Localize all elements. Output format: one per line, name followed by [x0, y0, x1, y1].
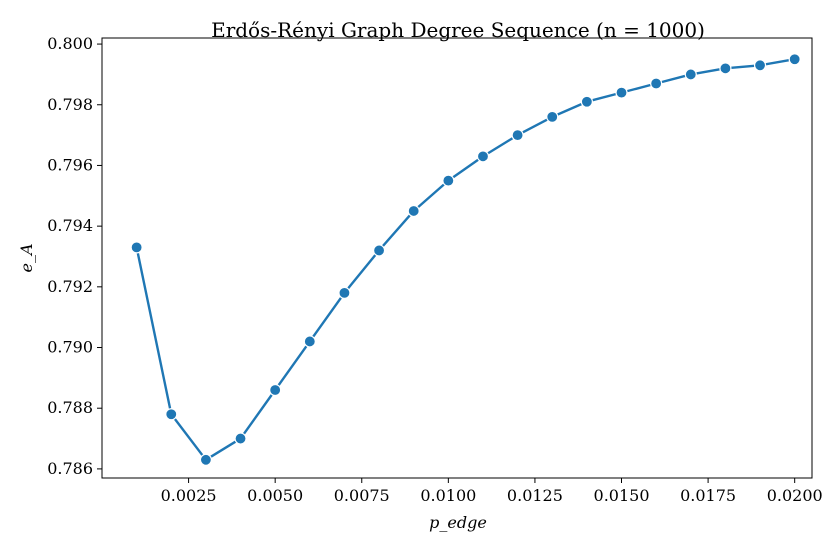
x-tick-label: 0.0100: [420, 486, 476, 505]
y-axis-label: e_A: [17, 243, 36, 272]
data-point: [338, 286, 351, 299]
data-point: [753, 59, 767, 72]
data-point: [407, 204, 420, 218]
x-axis: 0.0025 0.0050 0.0075 0.0100 0.0125 0.0150 0.01…: [161, 478, 823, 505]
data-point: [303, 335, 316, 348]
data-point: [130, 241, 143, 254]
data-point: [234, 432, 247, 445]
data-point: [199, 453, 213, 466]
y-tick-label: 0.798: [47, 95, 93, 114]
data-point: [511, 129, 524, 142]
data-point: [442, 174, 455, 187]
data-point: [650, 77, 663, 90]
x-tick-label: 0.0150: [594, 486, 650, 505]
x-tick-label: 0.0025: [161, 486, 217, 505]
data-point: [580, 95, 593, 108]
data-point: [546, 110, 559, 123]
data-point: [476, 150, 490, 163]
x-axis-label: p_edge: [429, 513, 487, 532]
x-tick-label: 0.0075: [334, 486, 390, 505]
data-point: [788, 53, 801, 66]
x-tick-label: 0.0175: [680, 486, 736, 505]
y-tick-label: 0.796: [47, 155, 93, 174]
x-tick-label: 0.0050: [247, 486, 303, 505]
x-tick-label: 0.0200: [767, 486, 823, 505]
y-tick-label: 0.786: [47, 459, 93, 478]
y-tick-label: 0.794: [47, 216, 93, 235]
data-point: [684, 68, 697, 81]
data-point: [165, 408, 178, 421]
y-tick-label: 0.800: [47, 34, 93, 53]
x-tick-label: 0.0125: [507, 486, 563, 505]
data-point: [269, 383, 282, 397]
data-point: [615, 86, 628, 99]
y-tick-label: 0.792: [47, 277, 93, 296]
y-tick-label: 0.788: [47, 398, 93, 417]
plot-frame: [101, 37, 813, 479]
series-line: [135, 58, 795, 461]
data-point: [719, 62, 732, 75]
data-point: [372, 244, 386, 257]
y-tick-label: 0.790: [47, 338, 93, 357]
plot-area: [130, 53, 801, 466]
y-axis: 0.786 0.788 0.790 0.792 0.794 0.796 0.798 0.800: [47, 34, 102, 478]
